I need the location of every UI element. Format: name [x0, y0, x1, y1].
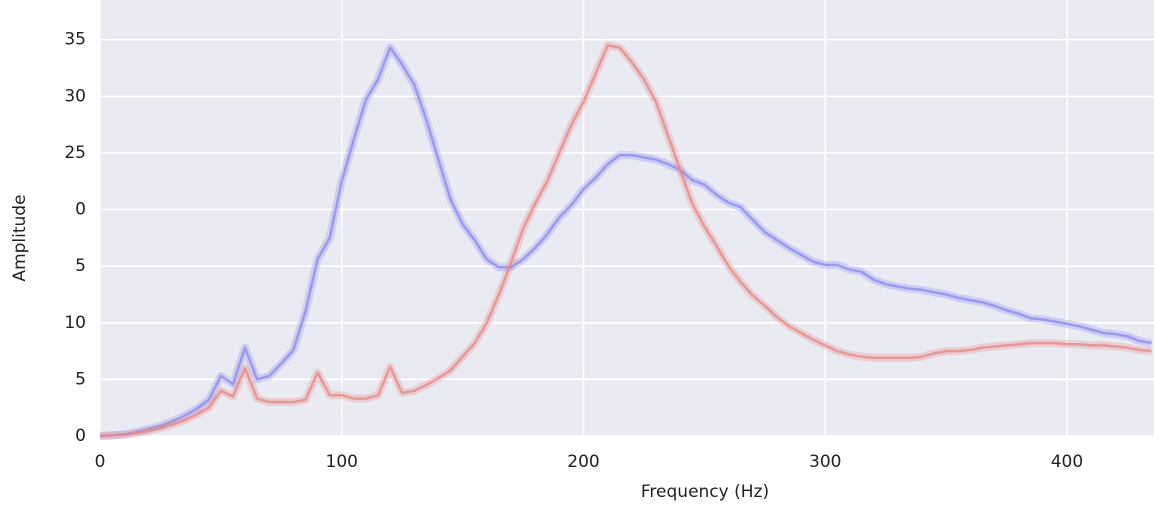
y-axis-label: Amplitude: [10, 194, 30, 281]
y-tick-label: 0: [75, 426, 86, 446]
x-tick-label: 100: [326, 452, 358, 472]
y-tick-label: 5: [75, 369, 86, 389]
x-axis-label: Frequency (Hz): [641, 482, 769, 502]
x-tick-label: 400: [1051, 452, 1083, 472]
y-tick-label: 30: [64, 86, 86, 106]
x-tick-label: 0: [95, 452, 106, 472]
line: [99, 44, 1152, 438]
line: [99, 46, 1152, 438]
x-tick-label: 200: [567, 452, 599, 472]
x-tick-label: 300: [809, 452, 841, 472]
y-tick-label: 10: [64, 313, 86, 333]
y-tick-label: 35: [64, 30, 86, 50]
y-tick-label: 0: [75, 200, 86, 220]
y-tick-label: 25: [64, 143, 86, 163]
plot-background: [100, 0, 1154, 436]
y-tick-label: 5: [75, 256, 86, 276]
